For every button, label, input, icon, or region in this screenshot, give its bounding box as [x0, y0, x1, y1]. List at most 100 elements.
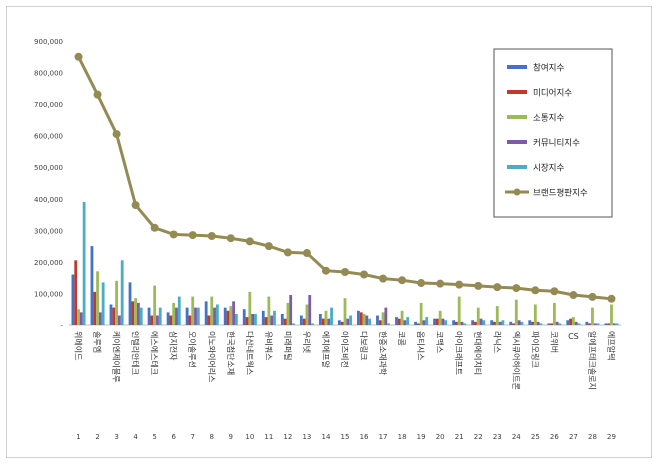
bar: [569, 318, 573, 325]
bar: [615, 323, 619, 325]
bar: [245, 317, 249, 325]
line-point: [131, 201, 140, 210]
bar: [226, 310, 230, 325]
bar: [79, 312, 83, 325]
bar: [493, 321, 496, 325]
bar: [242, 309, 246, 325]
bar: [302, 318, 306, 325]
bar: [96, 271, 99, 325]
bar: [131, 301, 135, 325]
rank-label: 28: [588, 433, 597, 441]
bar: [490, 320, 494, 325]
rank-label: 22: [474, 433, 483, 441]
bar: [501, 320, 505, 325]
bar: [267, 296, 271, 325]
bar: [177, 296, 181, 325]
line-point: [550, 287, 559, 296]
bar: [414, 321, 417, 325]
x-tick-label: 아이즈비전: [340, 331, 350, 368]
y-tick-label: -: [60, 322, 63, 330]
y-tick-label: 100,000: [34, 290, 63, 298]
bar: [71, 274, 75, 325]
bar: [419, 302, 423, 325]
bar: [251, 313, 255, 325]
bar: [463, 323, 467, 325]
rank-label: 12: [283, 433, 292, 441]
bar: [318, 313, 322, 325]
bar: [512, 323, 515, 325]
line-point: [283, 248, 292, 257]
bar: [153, 285, 157, 325]
bar: [381, 312, 385, 325]
bar: [452, 320, 456, 325]
bar: [474, 321, 477, 325]
line-point: [474, 281, 483, 290]
bar: [498, 321, 502, 325]
bar: [254, 313, 257, 325]
bar: [289, 295, 293, 325]
rank-label: 17: [379, 433, 388, 441]
bar: [460, 321, 464, 325]
rank-label: 27: [569, 433, 578, 441]
x-tick-label: 에치에프알: [321, 331, 331, 368]
bar: [457, 296, 461, 325]
bar: [387, 323, 391, 325]
rank-label: 5: [152, 433, 156, 441]
bar: [169, 315, 173, 325]
bar: [324, 310, 328, 325]
bar: [223, 307, 227, 325]
brand-reputation-chart: - 100,000 200,000 300,000 400,000 500,000 600,…: [34, 38, 621, 441]
rank-label: 7: [190, 433, 194, 441]
legend-label: 커뮤니티지수: [533, 138, 580, 149]
line-point: [112, 130, 121, 139]
bar: [196, 307, 200, 325]
x-tick-label: 코위버: [549, 331, 559, 353]
x-tick-label: 삼지전자: [169, 331, 179, 361]
bar: [362, 313, 366, 325]
bar: [455, 321, 458, 325]
rank-label: 23: [493, 433, 502, 441]
bar: [204, 301, 208, 325]
rank-label: 16: [360, 433, 369, 441]
bar: [566, 320, 570, 325]
y-tick-label: 500,000: [34, 164, 63, 172]
line-point: [93, 90, 102, 99]
bar: [610, 304, 613, 325]
bar: [400, 310, 404, 325]
rank-label: 26: [550, 433, 559, 441]
line-point: [188, 231, 197, 240]
bar: [185, 307, 189, 325]
bar: [188, 315, 192, 325]
bar: [338, 320, 341, 325]
bar: [495, 306, 499, 325]
bar: [109, 304, 113, 325]
bar: [604, 323, 608, 325]
x-tick-label: 오이솔루션: [188, 331, 198, 368]
bar: [194, 307, 197, 325]
line-point: [226, 234, 235, 243]
x-tick-label: 옵티시스: [416, 331, 425, 360]
bar: [213, 307, 216, 325]
bar: [588, 323, 592, 325]
bar: [397, 318, 401, 325]
bar: [120, 260, 124, 325]
bar: [577, 323, 581, 325]
line-point: [379, 274, 388, 283]
bar: [150, 315, 154, 325]
x-tick-label: 한국첨단소재: [226, 331, 236, 375]
line-point: [417, 279, 426, 288]
line-point: [436, 279, 445, 288]
x-tick-label: 파이오링크: [530, 331, 540, 368]
bar: [128, 282, 132, 325]
line-point: [341, 267, 349, 276]
bar: [327, 318, 331, 325]
bar: [422, 320, 426, 325]
bar: [286, 302, 290, 325]
bar: [346, 318, 350, 325]
line-point: [512, 284, 521, 293]
bar: [137, 302, 140, 325]
bar: [438, 310, 442, 325]
line-point: [169, 230, 178, 239]
rank-label: 18: [398, 433, 407, 441]
x-tick-label: 위메이드: [74, 331, 84, 360]
